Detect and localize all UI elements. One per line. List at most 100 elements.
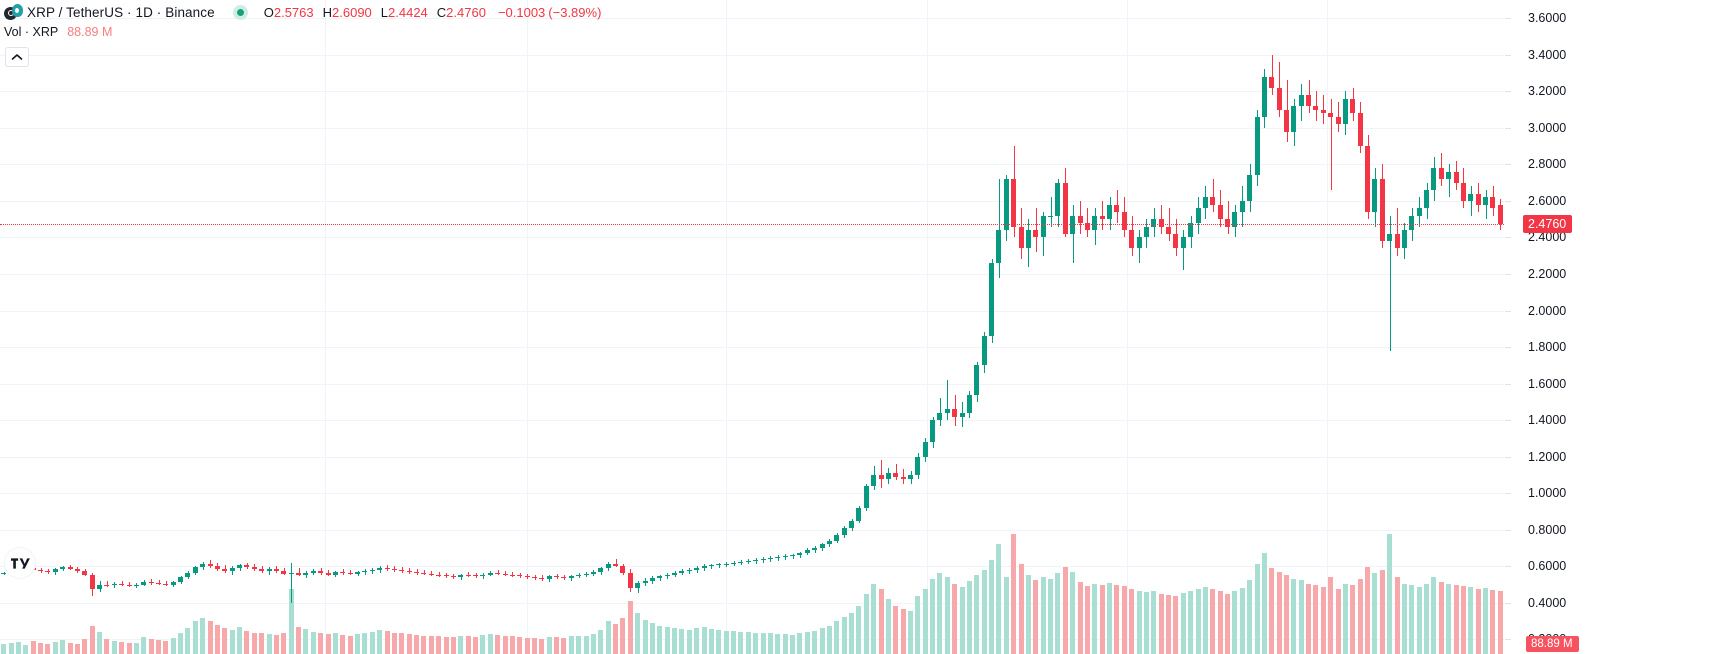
volume-bar: [141, 636, 147, 654]
candle-body: [288, 572, 294, 574]
volume-bar: [38, 643, 44, 654]
candle-body: [1320, 109, 1326, 114]
collapse-pane-button[interactable]: [5, 47, 29, 67]
candle-body: [760, 559, 766, 560]
candle-body: [701, 566, 707, 569]
volume-bar: [590, 634, 596, 654]
volume-bar: [200, 618, 206, 654]
candle-body: [192, 567, 198, 573]
volume-bar: [635, 612, 641, 654]
candle-wick: [306, 570, 307, 579]
candle-wick: [1228, 200, 1229, 234]
volume-bar: [237, 627, 243, 654]
volume-bar: [436, 636, 442, 654]
gridline-horizontal: [0, 91, 1504, 92]
axis-tick-mark: [1505, 420, 1511, 421]
candle-body: [966, 394, 972, 413]
gridline-horizontal: [0, 639, 1504, 640]
last-price-badge[interactable]: 2.4760: [1523, 214, 1573, 233]
gridline-horizontal: [0, 201, 1504, 202]
volume-bar: [1084, 586, 1090, 654]
axis-tick-mark: [1505, 530, 1511, 531]
gridline-horizontal: [0, 311, 1504, 312]
volume-bar: [1490, 589, 1496, 654]
volume-bar: [1011, 534, 1017, 654]
candle-body: [539, 578, 545, 580]
price-axis-tick: 3.0000: [1528, 121, 1567, 135]
candle-body: [745, 560, 751, 562]
candle-body: [672, 572, 678, 575]
candle-body: [1151, 219, 1157, 227]
candle-body: [325, 572, 331, 575]
candle-wick: [881, 460, 882, 488]
candle-body: [1003, 179, 1009, 231]
candle-body: [642, 580, 648, 583]
candle-body: [60, 567, 66, 570]
candle-body: [347, 572, 353, 574]
candle-body: [391, 569, 397, 571]
candle-wick: [269, 567, 270, 575]
volume-bar: [480, 635, 486, 654]
volume-bar: [767, 633, 773, 654]
candle-body: [355, 571, 361, 574]
volume-bar: [605, 621, 611, 654]
candle-body: [841, 527, 847, 536]
price-axis-tick: 2.8000: [1528, 157, 1567, 171]
tradingview-glyph-icon: [10, 557, 30, 569]
candle-wick: [947, 379, 948, 421]
candle-body: [635, 582, 641, 589]
candle-body: [237, 565, 243, 569]
volume-bar: [745, 632, 751, 654]
candle-body: [1328, 113, 1334, 117]
candle-body: [133, 584, 139, 586]
candle-wick: [159, 580, 160, 586]
volume-bar: [1284, 575, 1289, 654]
candle-wick: [616, 559, 617, 568]
candle-body: [819, 544, 825, 549]
volume-bar: [1342, 583, 1348, 654]
axis-tick-mark: [1505, 274, 1511, 275]
gridline-horizontal: [0, 18, 1504, 19]
volume-bar: [1401, 583, 1407, 654]
volume-bar: [1107, 582, 1113, 654]
candle-body: [296, 572, 302, 575]
chart-pane[interactable]: [0, 0, 1504, 654]
candle-body: [185, 572, 191, 578]
volume-bar: [30, 641, 36, 654]
volume-bar: [760, 633, 766, 654]
tradingview-logo-icon[interactable]: [5, 548, 35, 578]
volume-bar: [1217, 591, 1223, 654]
volume-bar: [495, 634, 501, 654]
candle-body: [554, 576, 560, 578]
candle-body: [1143, 226, 1149, 238]
candle-body: [244, 565, 250, 568]
candle-body: [1483, 197, 1489, 205]
volume-bar: [391, 632, 397, 654]
candle-body: [1040, 215, 1046, 238]
candle-body: [1011, 179, 1017, 227]
axis-tick-mark: [1505, 603, 1511, 604]
volume-bar: [1291, 578, 1297, 654]
candle-body: [1033, 230, 1039, 238]
candle-body: [480, 574, 486, 577]
volume-bar: [399, 633, 405, 654]
candle-body: [546, 576, 552, 580]
price-axis[interactable]: 3.6000 3.4000 3.2000 3.0000 2.8000 2.6000 2.40…: [1504, 0, 1721, 654]
candle-wick: [896, 464, 897, 481]
candle-body: [1284, 109, 1289, 132]
candle-body: [1372, 179, 1378, 212]
axis-tick-mark: [1505, 201, 1511, 202]
axis-tick-mark: [1505, 164, 1511, 165]
volume-value-badge[interactable]: 88.89 M: [1526, 636, 1579, 652]
candle-body: [1, 572, 7, 574]
volume-bar: [966, 581, 972, 654]
volume-bar: [738, 631, 744, 654]
candle-body: [517, 575, 523, 577]
volume-bar: [1188, 591, 1194, 654]
candle-body: [782, 556, 788, 558]
axis-tick-mark: [1505, 128, 1511, 129]
volume-bar: [369, 631, 375, 654]
candle-body: [1475, 193, 1481, 205]
candle-body: [878, 474, 884, 479]
volume-bar: [450, 637, 456, 654]
